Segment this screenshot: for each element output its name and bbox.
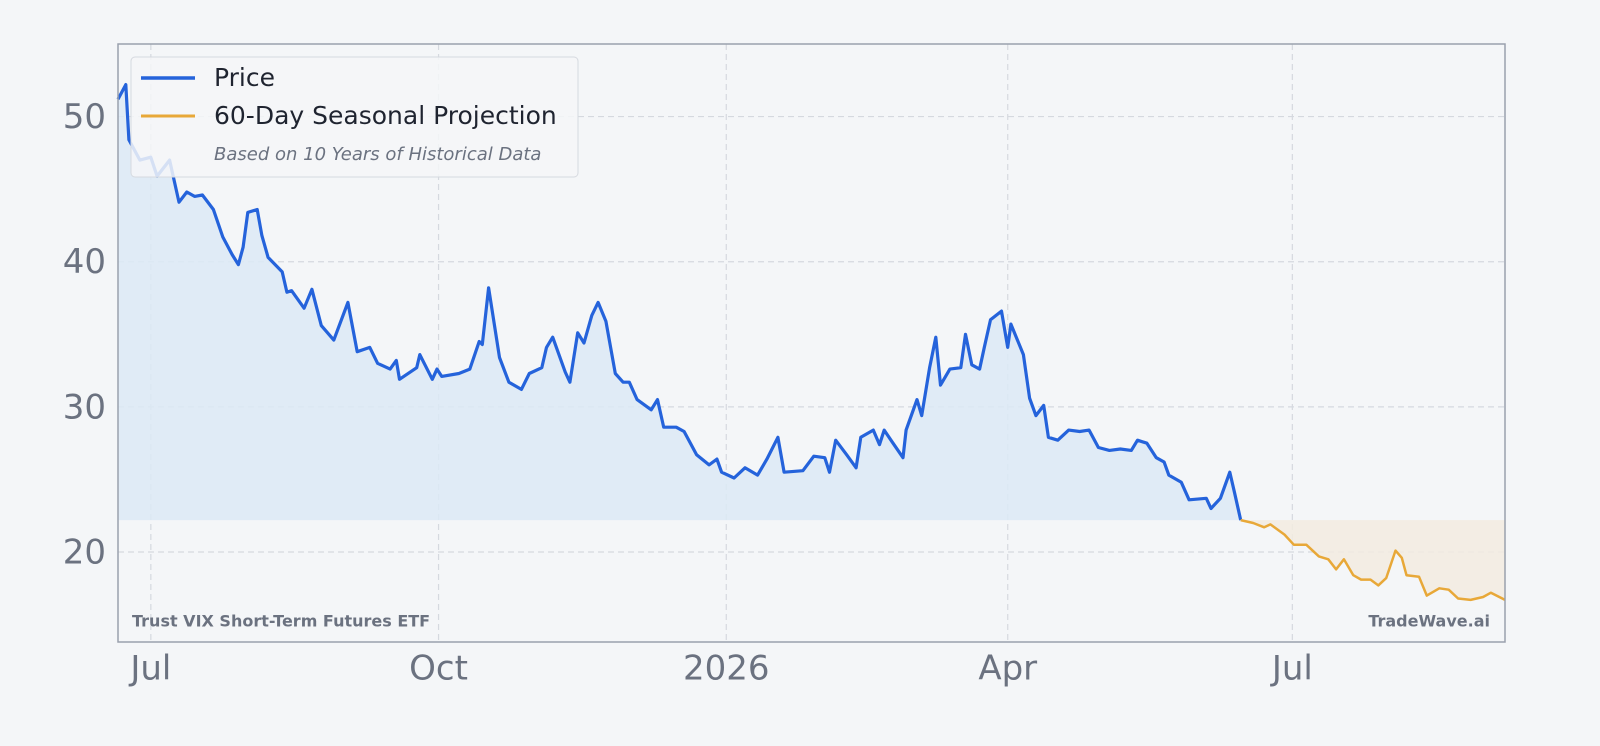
x-tick-label: Oct <box>409 649 468 689</box>
y-tick-label: 50 <box>63 97 106 137</box>
source-label: Trust VIX Short-Term Futures ETF <box>132 612 430 631</box>
series-line <box>116 83 1243 521</box>
brand-label: TradeWave.ai <box>1368 612 1490 631</box>
legend: Price 60-Day Seasonal Projection Based o… <box>130 56 579 178</box>
area-fill <box>118 84 1241 521</box>
areas <box>118 84 1505 600</box>
y-tick-label: 20 <box>63 533 106 573</box>
x-tick-label: Jul <box>128 649 171 689</box>
x-tick-label: 2026 <box>683 649 770 689</box>
legend-note: Based on 10 Years of Historical Data <box>214 144 541 165</box>
x-tick-label: Jul <box>1270 649 1313 689</box>
ticks: 20 30 40 50 Jul Oct 2026 Apr Jul <box>63 97 1313 688</box>
area-fill <box>1240 520 1505 600</box>
x-tick-label: Apr <box>978 649 1037 689</box>
legend-box <box>130 56 579 178</box>
plot-frame <box>117 43 1506 643</box>
y-tick-label: 30 <box>63 387 106 427</box>
legend-label: Price <box>214 63 275 92</box>
series-line <box>1240 518 1506 602</box>
y-tick-label: 40 <box>63 242 106 282</box>
lines <box>116 83 1506 602</box>
legend-label: 60-Day Seasonal Projection <box>214 101 557 130</box>
